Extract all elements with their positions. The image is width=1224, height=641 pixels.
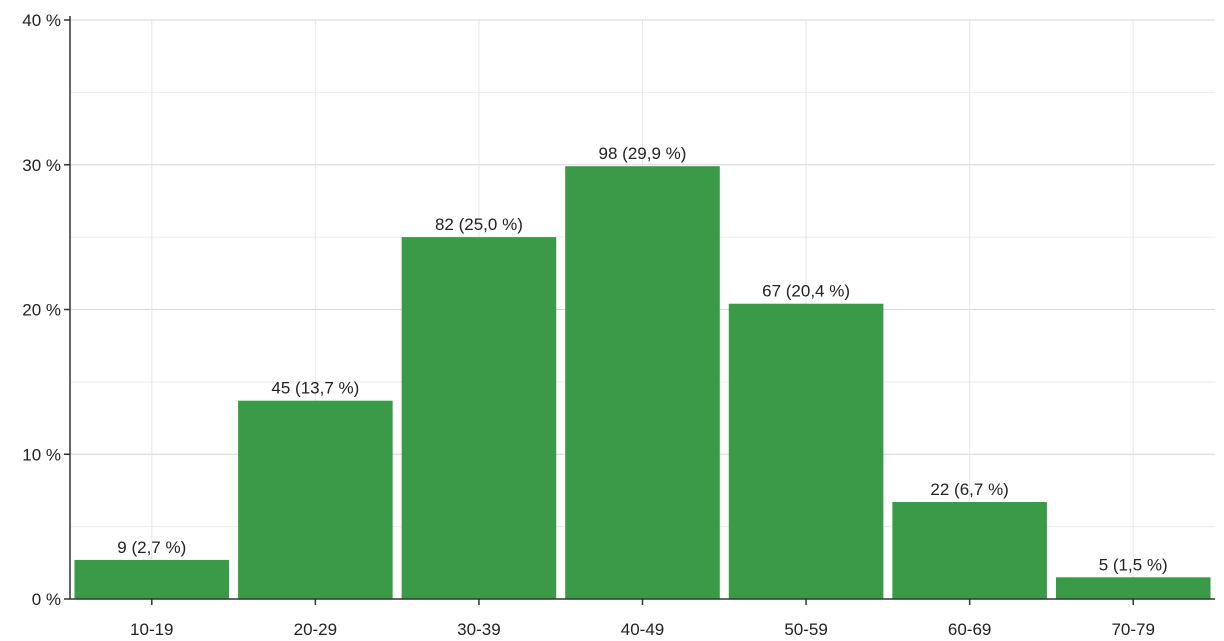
data-label-60-69: 22 (6,7 %) xyxy=(930,480,1008,499)
y-tick-label: 0 % xyxy=(32,590,61,609)
y-tick-label: 20 % xyxy=(22,301,61,320)
x-tick-label-50-59: 50-59 xyxy=(784,620,827,639)
x-tick-label-10-19: 10-19 xyxy=(130,620,173,639)
bar-10-19 xyxy=(74,559,230,599)
data-label-30-39: 82 (25,0 %) xyxy=(435,215,523,234)
data-label-70-79: 5 (1,5 %) xyxy=(1099,555,1168,574)
bar-50-59 xyxy=(728,303,884,599)
x-tick-label-20-29: 20-29 xyxy=(294,620,337,639)
data-label-40-49: 98 (29,9 %) xyxy=(599,144,687,163)
bar-60-69 xyxy=(892,502,1047,599)
data-label-20-29: 45 (13,7 %) xyxy=(271,379,359,398)
bar-70-79 xyxy=(1055,577,1211,599)
data-label-50-59: 67 (20,4 %) xyxy=(762,282,850,301)
y-tick-label: 10 % xyxy=(22,445,61,464)
axes xyxy=(64,16,1215,605)
y-tick-label: 30 % xyxy=(22,156,61,175)
labels: 9 (2,7 %) 45 (13,7 %) 82 (25,0 %) 98 (29,9 … xyxy=(22,11,1167,639)
bars xyxy=(74,166,1211,599)
x-tick-label-30-39: 30-39 xyxy=(457,620,500,639)
x-tick-label-40-49: 40-49 xyxy=(621,620,664,639)
y-tick-label: 40 % xyxy=(22,11,61,30)
bar-40-49 xyxy=(565,166,720,599)
x-tick-label-70-79: 70-79 xyxy=(1111,620,1154,639)
bar-30-39 xyxy=(401,237,557,599)
bar-20-29 xyxy=(238,400,393,599)
x-tick-label-60-69: 60-69 xyxy=(948,620,991,639)
data-label-10-19: 9 (2,7 %) xyxy=(117,538,186,557)
